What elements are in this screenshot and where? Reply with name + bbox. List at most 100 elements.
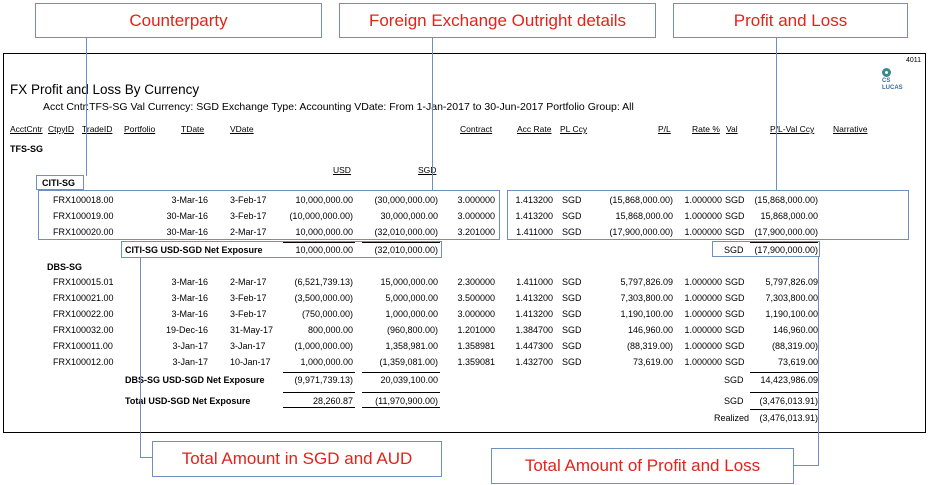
row-sgd-amount: (30,000,000.00) [374,195,438,205]
row-trade-id: FRX100011.00 [53,341,113,351]
row-sgd-amount: 5,000,000.00 [385,293,438,303]
row-contract-rate: 3.000000 [457,211,495,221]
row-val-ccy: SGD [725,309,745,319]
callout-counterparty-text: Counterparty [129,10,228,30]
company-logo: CS LUCAS [876,68,906,96]
callout-total-pl: Total Amount of Profit and Loss [491,448,794,484]
row-rate-pct: 1.000000 [684,325,722,335]
row-pl-amount: 146,960.00 [627,325,673,335]
logo-text-1: CS [882,78,891,84]
dbs-usd-rule [283,372,355,373]
row-pl-val-amount: 5,797,826.09 [765,277,818,287]
dbs-sgd-rule [362,372,440,373]
row-val-ccy: SGD [725,211,745,221]
citi-sgd-rule [362,242,440,243]
acct-center-label: TFS-SG [10,144,43,154]
citi-exposure-label: CITI-SG USD-SGD Net Exposure [125,245,263,255]
row-tdate: 30-Mar-16 [166,211,208,221]
row-trade-id: FRX100019.00 [53,211,114,221]
row-contract-rate: 3.201000 [457,227,495,237]
row-pl-amount: (17,900,000.00) [609,227,673,237]
row-tdate: 19-Dec-16 [165,325,208,335]
dbs-pl-rule [750,372,818,373]
col-tradeid: TradeID [82,124,113,134]
row-vdate: 2-Mar-17 [230,277,267,287]
col-portfolio: Portfolio [124,124,156,134]
row-pl-ccy: SGD [562,277,582,287]
row-vdate: 3-Feb-17 [230,211,267,221]
group-name-dbs: DBS-SG [47,262,83,272]
row-acc-rate: 1.413200 [515,211,553,221]
row-trade-id: FRX100012.00 [53,357,114,367]
row-val-ccy: SGD [725,357,745,367]
citi-exposure-sgd: (32,010,000.00) [374,245,438,255]
row-pl-amount: 7,303,800.00 [620,293,673,303]
col-tdate: TDate [181,124,205,134]
row-acc-rate: 1.413200 [515,293,553,303]
row-pl-amount: (88,319.00) [626,341,673,351]
row-val-ccy: SGD [725,227,745,237]
row-vdate: 3-Jan-17 [230,341,266,351]
col-pl-val-ccy: P/L-Val Ccy [770,124,815,134]
row-rate-pct: 1.000000 [684,277,722,287]
callout-total-pl-text: Total Amount of Profit and Loss [524,456,761,475]
connector-counterparty [86,38,87,176]
row-pl-ccy: SGD [562,357,582,367]
row-usd-amount: (10,000,000.00) [289,211,353,221]
logo-text-2: LUCAS [882,85,903,91]
row-tdate: 30-Mar-16 [166,227,208,237]
row-trade-id: FRX100032.00 [53,325,114,335]
row-acc-rate: 1.384700 [515,325,553,335]
citi-total-pl: (17,900,000.00) [754,245,818,255]
row-sgd-amount: (1,359,081.00) [379,357,438,367]
row-pl-amount: 73,619.00 [632,357,673,367]
row-pl-amount: 5,797,826.09 [620,277,673,287]
row-rate-pct: 1.000000 [684,211,722,221]
realized-label: Realized [714,413,750,423]
row-pl-ccy: SGD [562,341,582,351]
connector-fx-outright [432,38,433,190]
row-val-ccy: SGD [725,195,745,205]
highlight-pl-total [712,241,820,257]
connector-total-sgd-v [140,258,141,457]
row-pl-val-amount: 1,190,100.00 [765,309,818,319]
row-trade-id: FRX100018.00 [53,195,114,205]
logo-circle-icon [882,68,891,77]
callout-profit-loss-text: Profit and Loss [733,10,848,30]
connector-total-pl-h [794,465,819,466]
callout-counterparty: Counterparty [35,3,322,38]
row-tdate: 3-Jan-17 [172,341,208,351]
row-acc-rate: 1.413200 [515,195,553,205]
row-rate-pct: 1.000000 [684,341,722,351]
group-name-citi: CITI-SG [42,178,75,188]
row-pl-ccy: SGD [562,293,582,303]
highlight-exposure [121,241,442,258]
row-contract-rate: 1.201000 [457,325,495,335]
citi-exposure-usd: 10,000,000.00 [295,245,353,255]
row-contract-rate: 3.000000 [457,309,495,319]
row-vdate: 10-Jan-17 [230,357,271,367]
row-sgd-amount: 30,000,000.00 [380,211,438,221]
dbs-total-ccy: SGD [724,375,744,385]
row-contract-rate: 3.000000 [457,195,495,205]
row-usd-amount: 1,000,000.00 [300,357,353,367]
row-pl-val-amount: (88,319.00) [771,341,818,351]
row-usd-amount: (750,000.00) [301,309,353,319]
row-trade-id: FRX100015.01 [53,277,114,287]
col-acctcntr: AcctCntr [10,124,43,134]
callout-total-sgd-aud-text: Total Amount in SGD and AUD [181,449,413,468]
row-val-ccy: SGD [725,277,745,287]
connector-total-pl-v [818,257,819,465]
row-vdate: 3-Feb-17 [230,309,267,319]
total-usd-rule-1 [283,392,355,393]
row-pl-val-amount: (17,900,000.00) [754,227,818,237]
row-pl-ccy: SGD [562,227,582,237]
row-usd-amount: (3,500,000.00) [294,293,353,303]
row-acc-rate: 1.413200 [515,309,553,319]
row-val-ccy: SGD [725,293,745,303]
col-narrative: Narrative [833,124,868,134]
col-contract: Contract [460,124,493,134]
row-rate-pct: 1.000000 [684,195,722,205]
grand-total-pl: (3,476,013.91) [759,396,818,406]
connector-profit-loss [776,38,777,190]
